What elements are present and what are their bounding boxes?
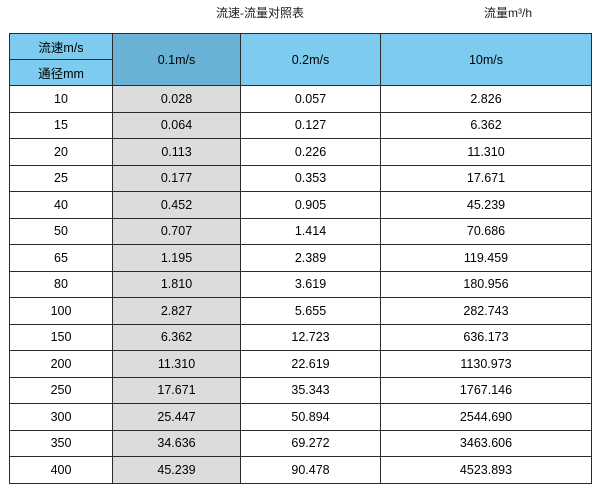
cell-flow-0.2ms: 35.343 (240, 376, 381, 404)
cell-diameter: 20 (9, 138, 113, 166)
table-row: 20 0.113 0.226 11.310 (9, 138, 592, 166)
table-row: 10 0.028 0.057 2.826 (9, 85, 592, 113)
cell-flow-0.2ms: 12.723 (240, 323, 381, 351)
cell-diameter: 200 (9, 350, 113, 378)
cell-flow-10ms: 17.671 (380, 164, 592, 192)
cell-flow-0.1ms: 34.636 (112, 429, 241, 457)
table-row: 40 0.452 0.905 45.239 (9, 191, 592, 219)
cell-diameter: 65 (9, 244, 113, 272)
table-row: 25 0.177 0.353 17.671 (9, 164, 592, 192)
cell-flow-0.2ms: 50.894 (240, 403, 381, 431)
header-row-top: 流速m/s 0.1m/s 0.2m/s 10m/s (9, 33, 592, 86)
header-speed-label: 流速m/s (9, 33, 113, 60)
cell-flow-0.2ms: 5.655 (240, 297, 381, 325)
table-row: 200 11.310 22.619 1130.973 (9, 350, 592, 378)
cell-flow-10ms: 11.310 (380, 138, 592, 166)
cell-flow-10ms: 119.459 (380, 244, 592, 272)
cell-flow-10ms: 636.173 (380, 323, 592, 351)
cell-flow-10ms: 1130.973 (380, 350, 592, 378)
cell-flow-10ms: 1767.146 (380, 376, 592, 404)
cell-diameter: 10 (9, 85, 113, 113)
cell-diameter: 50 (9, 217, 113, 245)
cell-flow-0.1ms: 2.827 (112, 297, 241, 325)
cell-flow-0.1ms: 0.028 (112, 85, 241, 113)
cell-flow-0.1ms: 0.177 (112, 164, 241, 192)
table-row: 15 0.064 0.127 6.362 (9, 111, 592, 139)
cell-flow-0.1ms: 0.707 (112, 217, 241, 245)
cell-diameter: 300 (9, 403, 113, 431)
cell-flow-0.2ms: 0.226 (240, 138, 381, 166)
cell-flow-0.2ms: 2.389 (240, 244, 381, 272)
cell-flow-0.1ms: 25.447 (112, 403, 241, 431)
page-title: 流速-流量对照表 (216, 6, 304, 20)
cell-flow-0.2ms: 0.127 (240, 111, 381, 139)
cell-diameter: 250 (9, 376, 113, 404)
cell-flow-0.2ms: 0.057 (240, 85, 381, 113)
cell-diameter: 25 (9, 164, 113, 192)
cell-flow-0.1ms: 0.113 (112, 138, 241, 166)
cell-flow-10ms: 6.362 (380, 111, 592, 139)
cell-flow-0.1ms: 45.239 (112, 456, 241, 484)
cell-flow-0.2ms: 3.619 (240, 270, 381, 298)
table-body: 流速m/s 0.1m/s 0.2m/s 10m/s 通径mm 10 0.028 … (9, 33, 592, 484)
cell-flow-10ms: 2.826 (380, 85, 592, 113)
cell-flow-10ms: 2544.690 (380, 403, 592, 431)
cell-flow-0.2ms: 0.353 (240, 164, 381, 192)
table-row: 100 2.827 5.655 282.743 (9, 297, 592, 325)
cell-diameter: 15 (9, 111, 113, 139)
cell-flow-0.2ms: 1.414 (240, 217, 381, 245)
flow-rate-table: 流速m/s 0.1m/s 0.2m/s 10m/s 通径mm 10 0.028 … (9, 33, 592, 484)
cell-diameter: 350 (9, 429, 113, 457)
cell-flow-0.2ms: 0.905 (240, 191, 381, 219)
cell-diameter: 150 (9, 323, 113, 351)
cell-flow-0.1ms: 17.671 (112, 376, 241, 404)
table-row: 80 1.810 3.619 180.956 (9, 270, 592, 298)
cell-flow-0.2ms: 90.478 (240, 456, 381, 484)
cell-diameter: 400 (9, 456, 113, 484)
table-row: 350 34.636 69.272 3463.606 (9, 429, 592, 457)
cell-flow-10ms: 282.743 (380, 297, 592, 325)
flow-table-container: 流速m/s 0.1m/s 0.2m/s 10m/s 通径mm 10 0.028 … (9, 33, 592, 484)
flow-unit-label: 流量m³/h (484, 6, 533, 20)
cell-flow-10ms: 45.239 (380, 191, 592, 219)
table-row: 400 45.239 90.478 4523.893 (9, 456, 592, 484)
table-row: 65 1.195 2.389 119.459 (9, 244, 592, 272)
cell-flow-0.2ms: 22.619 (240, 350, 381, 378)
cell-flow-0.1ms: 11.310 (112, 350, 241, 378)
cell-flow-0.2ms: 69.272 (240, 429, 381, 457)
header-diameter-label: 通径mm (9, 59, 113, 86)
header-col-10ms: 10m/s (380, 33, 592, 86)
cell-flow-0.1ms: 6.362 (112, 323, 241, 351)
header-col-0.2ms: 0.2m/s (240, 33, 381, 86)
cell-flow-10ms: 4523.893 (380, 456, 592, 484)
cell-diameter: 100 (9, 297, 113, 325)
cell-flow-0.1ms: 1.810 (112, 270, 241, 298)
caption-strip: 流速-流量对照表 流量m³/h (0, 0, 600, 28)
header-col-0.1ms: 0.1m/s (112, 33, 241, 86)
cell-flow-0.1ms: 1.195 (112, 244, 241, 272)
cell-flow-0.1ms: 0.064 (112, 111, 241, 139)
cell-flow-10ms: 3463.606 (380, 429, 592, 457)
table-row: 50 0.707 1.414 70.686 (9, 217, 592, 245)
table-row: 250 17.671 35.343 1767.146 (9, 376, 592, 404)
table-row: 150 6.362 12.723 636.173 (9, 323, 592, 351)
header-row-bottom: 通径mm (9, 59, 592, 86)
table-row: 300 25.447 50.894 2544.690 (9, 403, 592, 431)
cell-diameter: 40 (9, 191, 113, 219)
cell-flow-10ms: 180.956 (380, 270, 592, 298)
cell-flow-0.1ms: 0.452 (112, 191, 241, 219)
cell-diameter: 80 (9, 270, 113, 298)
cell-flow-10ms: 70.686 (380, 217, 592, 245)
